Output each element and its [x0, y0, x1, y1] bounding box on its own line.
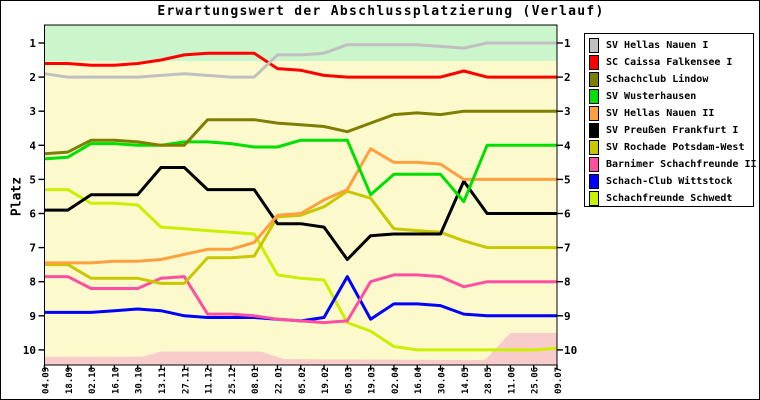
x-tick-label: 16.04 [414, 366, 424, 394]
legend-color-swatch [589, 191, 599, 206]
legend-color-swatch [589, 89, 599, 104]
legend-color-swatch [589, 123, 599, 138]
legend-item-schachfreunde-schwedt: Schachfreunde Schwedt [585, 190, 753, 207]
x-tick-label: 08.01 [251, 367, 261, 394]
legend-color-swatch [589, 72, 599, 87]
legend-label: SV Hellas Nauen II [606, 108, 715, 119]
x-tick-label: 13.11 [158, 367, 168, 394]
y-tick-label-left: 8 [29, 276, 36, 289]
legend-color-swatch [589, 174, 599, 189]
x-tick-label: 30.10 [135, 367, 145, 394]
series-line-schachclub-lindow [44, 109, 557, 156]
legend-item-schach-club-wittstock: Schach-Club Wittstock [585, 173, 753, 190]
y-tick-label-left: 5 [29, 173, 36, 186]
y-tick-label-right: 5 [564, 173, 571, 186]
legend-item-sv-wusterhausen: SV Wusterhausen [585, 88, 753, 105]
legend-label: SV Preußen Frankfurt I [606, 125, 739, 136]
y-tick-label-right: 6 [564, 208, 571, 221]
y-tick-label-right: 1 [564, 37, 571, 50]
x-tick-label: 05.02 [298, 367, 308, 394]
y-tick-label-left: 4 [29, 139, 36, 152]
legend-label: Schachclub Lindow [606, 74, 709, 85]
x-tick-label: 02.10 [88, 367, 98, 394]
y-tick-label-right: 9 [564, 310, 571, 323]
y-tick-label-right: 7 [564, 242, 571, 255]
legend-color-swatch [589, 55, 599, 70]
x-tick-label: 09.07 [554, 367, 564, 394]
y-tick-label-right: 4 [564, 139, 571, 152]
series-line-schachfreunde-schwedt [44, 188, 558, 352]
x-tick-label: 11.12 [205, 367, 215, 394]
x-tick-label: 25.12 [228, 367, 238, 394]
legend-label: SV Hellas Nauen I [606, 40, 709, 51]
legend-item-sv-preu-en-frankfurt-i: SV Preußen Frankfurt I [585, 122, 753, 139]
legend-label: SV Wusterhausen [606, 91, 697, 102]
x-tick-label: 18.09 [65, 367, 75, 394]
x-tick-label: 25.06 [531, 367, 541, 394]
x-tick-label: 27.11 [181, 367, 191, 394]
x-tick-label: 22.01 [274, 367, 284, 394]
y-tick-label-left: 1 [29, 37, 36, 50]
y-tick-label-left: 6 [29, 208, 36, 221]
legend-box: SV Hellas Nauen I SC Caissa Falkensee I Sc… [584, 33, 757, 207]
series-line-barnimer-schachfreunde-ii [44, 273, 557, 325]
legend-color-swatch [589, 140, 599, 155]
y-tick-label-left: 10 [23, 344, 36, 357]
legend-label: SC Caissa Falkensee I [606, 57, 733, 68]
y-tick-label-right: 10 [564, 344, 577, 357]
legend-color-swatch [589, 157, 599, 172]
x-tick-label: 02.04 [391, 366, 401, 394]
series-line-sv-rochade-potsdam-west [44, 189, 557, 285]
legend-label: Schachfreunde Schwedt [606, 193, 733, 204]
x-tick-label: 19.03 [368, 367, 378, 394]
y-tick-label-left: 3 [29, 105, 36, 118]
series-line-sv-wusterhausen [44, 138, 557, 204]
y-tick-label-right: 3 [564, 105, 571, 118]
y-tick-label-left: 2 [29, 71, 36, 84]
series-line-sv-hellas-nauen-i [44, 41, 557, 79]
legend-label: SV Rochade Potsdam-West [606, 142, 745, 153]
y-tick-label-right: 8 [564, 276, 571, 289]
x-tick-label: 11.06 [507, 367, 517, 394]
series-line-sv-preu-en-frankfurt-i [44, 166, 557, 261]
y-axis-label: Platz [9, 176, 25, 217]
x-tick-label: 28.05 [484, 367, 494, 394]
y-tick-label-right: 2 [564, 71, 571, 84]
legend-item-sv-hellas-nauen-ii: SV Hellas Nauen II [585, 105, 753, 122]
legend-color-swatch [589, 38, 599, 53]
legend-label: Schach-Club Wittstock [606, 176, 733, 187]
legend-item-schachclub-lindow: Schachclub Lindow [585, 71, 753, 88]
y-tick-label-left: 7 [29, 242, 36, 255]
chart-title: Erwartungswert der Abschlussplatzierung … [157, 4, 605, 19]
legend-item-sv-rochade-potsdam-west: SV Rochade Potsdam-West [585, 139, 753, 156]
x-tick-label: 05.03 [344, 367, 354, 394]
x-tick-label: 16.10 [111, 367, 121, 394]
legend-item-sv-hellas-nauen-i: SV Hellas Nauen I [585, 37, 753, 54]
legend-color-swatch [589, 106, 599, 121]
legend-item-sc-caissa-falkensee-i: SC Caissa Falkensee I [585, 54, 753, 71]
series-line-sc-caissa-falkensee-i [44, 51, 557, 79]
y-tick-label-left: 9 [29, 310, 36, 323]
x-tick-label: 04.09 [42, 367, 52, 394]
relegation-zone-band [44, 332, 557, 365]
x-tick-label: 19.02 [321, 367, 331, 394]
x-tick-label: 30.04 [438, 366, 448, 394]
x-tick-label: 14.05 [461, 367, 471, 394]
legend-label: Barnimer Schachfreunde II [606, 159, 757, 170]
legend-item-barnimer-schachfreunde-ii: Barnimer Schachfreunde II [585, 156, 757, 173]
